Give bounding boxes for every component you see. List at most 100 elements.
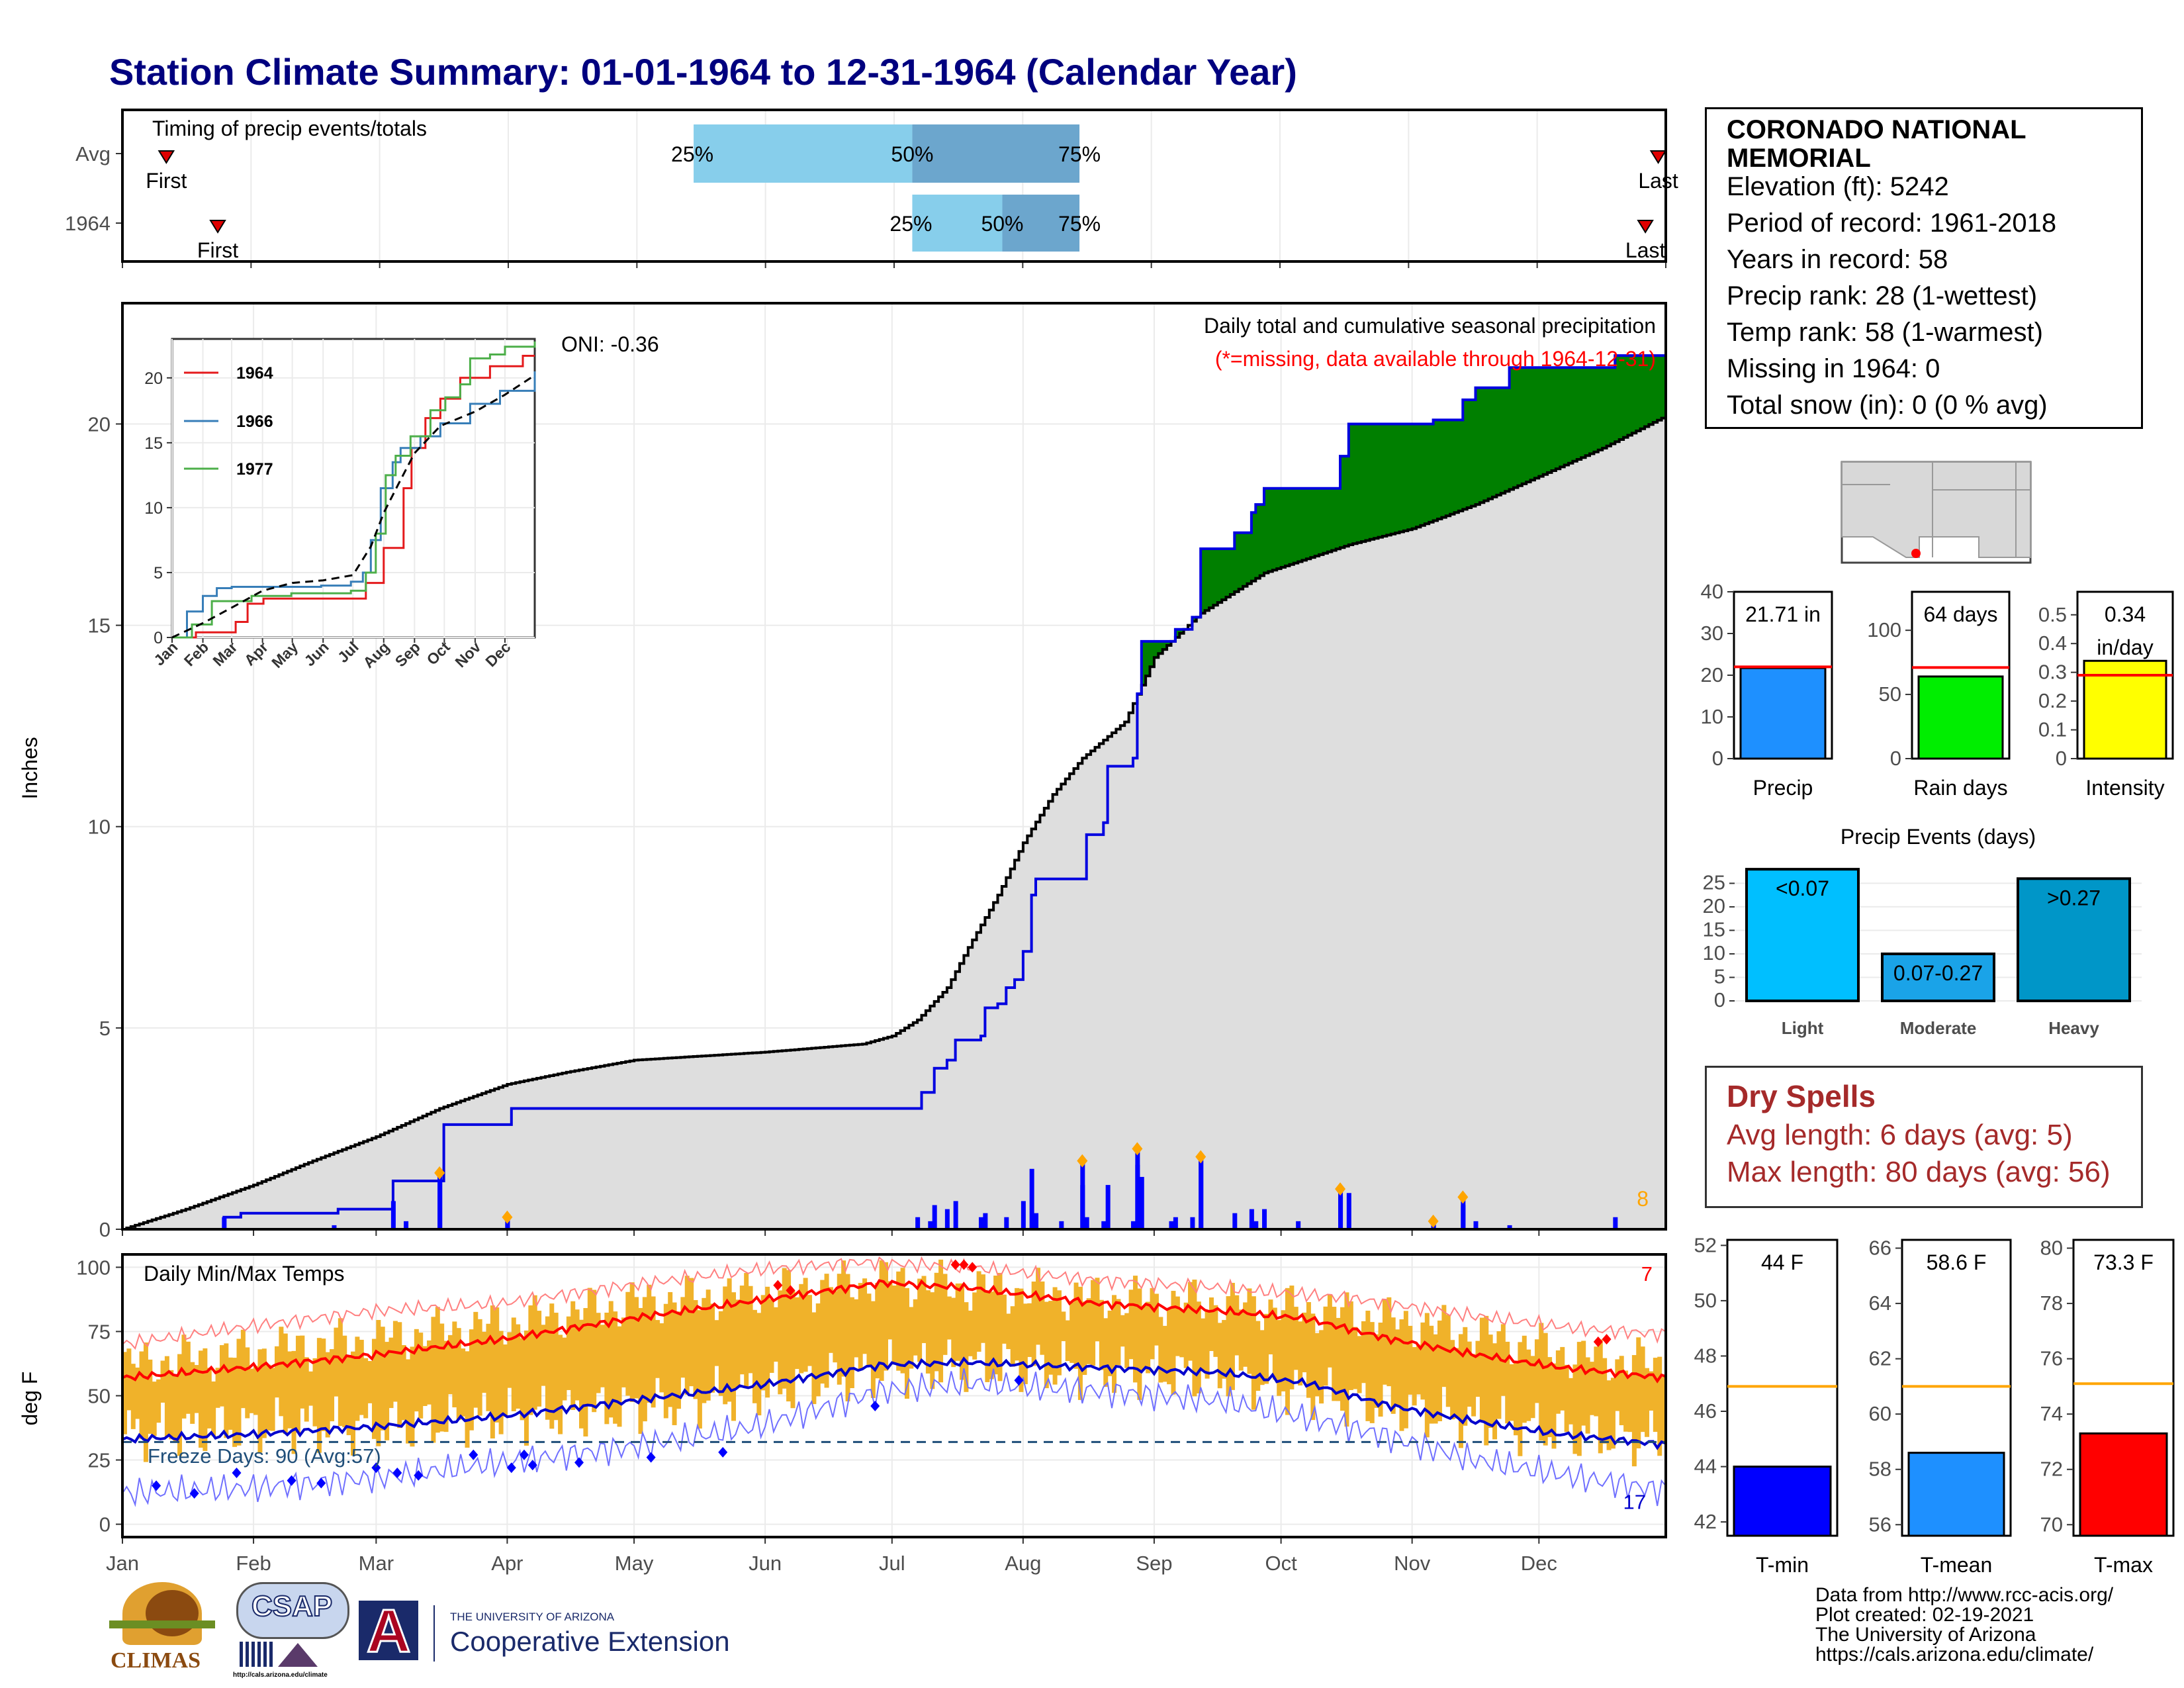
temp-daily-bar (955, 1283, 960, 1361)
temp-daily-bar (1310, 1313, 1316, 1421)
temp-daily-bar (1154, 1293, 1159, 1346)
temp-daily-bar (1344, 1292, 1349, 1427)
temp-daily-bar (1099, 1299, 1104, 1370)
timing-p50-label: 50% (981, 212, 1023, 236)
timing-p75-label: 75% (1058, 142, 1101, 166)
temp-daily-bar (583, 1308, 588, 1437)
temp-daily-bar (406, 1359, 411, 1444)
temp-daily-bar (1201, 1318, 1206, 1372)
temp-daily-bar (1441, 1305, 1447, 1387)
csap-url: http://cals.arizona.edu/climate (233, 1671, 328, 1679)
daily-precip-bar (1507, 1225, 1512, 1229)
temp-daily-bar (316, 1338, 322, 1453)
daily-max-count: 8 (1637, 1187, 1649, 1211)
temp-daily-bar (1399, 1319, 1404, 1431)
temp-daily-bar (435, 1307, 440, 1433)
timing-row-label: Avg (75, 142, 111, 165)
summary-ytick-label: 100 (1867, 618, 1901, 641)
temp-daily-bar (1095, 1278, 1100, 1342)
temp-daily-bar (1534, 1339, 1539, 1403)
summary-ytick-label: 58 (1869, 1458, 1891, 1481)
daily-precip-bar (1613, 1217, 1618, 1229)
temp-daily-bar (574, 1309, 580, 1401)
temp-daily-bar (516, 1324, 521, 1409)
temp-daily-bar (799, 1284, 804, 1374)
station-info-box: CORONADO NATIONAL MEMORIAL Elevation (ft… (1705, 107, 2143, 429)
temp-daily-bar (887, 1281, 893, 1340)
temp-daily-bar (1496, 1331, 1502, 1419)
temp-daily-bar (964, 1302, 969, 1392)
temp-daily-bar (537, 1311, 542, 1407)
summary-ytick-label: 74 (2040, 1402, 2063, 1425)
temp-daily-bar (790, 1290, 796, 1409)
temp-title: Daily Min/Max Temps (144, 1262, 344, 1286)
summary-value-label: 0.34 (2105, 602, 2146, 626)
summary-ytick-label: 52 (1694, 1233, 1717, 1256)
temp-daily-bar (714, 1320, 719, 1366)
daily-precip-bar (222, 1217, 227, 1229)
daily-precip-bar (1101, 1221, 1107, 1229)
ua-logo: A (359, 1597, 425, 1666)
temp-daily-bar (1530, 1356, 1535, 1419)
summary-value-label: 73.3 F (2093, 1250, 2154, 1274)
timing-row-label: 1964 (65, 212, 111, 235)
temp-daily-bar (968, 1310, 973, 1356)
summary-value-unit: in/day (2097, 635, 2153, 659)
temp-daily-bar (482, 1331, 487, 1393)
temp-daily-bar (1052, 1287, 1058, 1385)
temp-daily-bar (1073, 1282, 1079, 1369)
temp-daily-bar (367, 1360, 373, 1403)
temp-daily-bar (1065, 1320, 1070, 1362)
temp-daily-bar (938, 1259, 944, 1383)
temp-daily-bar (139, 1351, 144, 1439)
surplus-area (122, 355, 1666, 1229)
temp-daily-bar (300, 1335, 305, 1409)
temp-daily-bar (849, 1297, 854, 1389)
temp-daily-bar (1217, 1323, 1222, 1389)
daily-precip-bar (915, 1217, 921, 1229)
temp-daily-bar (1205, 1310, 1210, 1379)
station-name-line1: CORONADO NATIONAL (1727, 115, 2026, 144)
temp-ytick-label: 25 (88, 1449, 111, 1472)
temp-daily-bar (498, 1331, 504, 1434)
daily-temps-panel: Jan Feb Mar Apr May Jun Jul Aug Sep Oct Nov Dec 0 25 5… (18, 1253, 1667, 1575)
temp-daily-bar (1056, 1290, 1062, 1376)
temp-daily-bar (1576, 1342, 1582, 1456)
summary-ytick-label: 0.5 (2038, 603, 2067, 626)
temp-daily-bar (206, 1368, 212, 1429)
temp-daily-bar (1357, 1336, 1362, 1393)
record-cold-marker (646, 1452, 656, 1463)
temp-daily-bar (1124, 1313, 1130, 1368)
summary-ytick-label: 10 (1701, 705, 1723, 728)
temp-daily-bar (946, 1296, 952, 1340)
temp-daily-bar (1479, 1317, 1484, 1422)
station-temp-rank: Temp rank: 58 (1-warmest) (1727, 318, 2043, 347)
record-hot-marker (773, 1280, 783, 1291)
temp-daily-bar (545, 1316, 550, 1420)
temp-daily-bar (870, 1301, 876, 1398)
station-precip-rank: Precip rank: 28 (1-wettest) (1727, 281, 2038, 310)
temp-daily-bar (1454, 1348, 1459, 1419)
summary-ytick-label: 0.3 (2038, 661, 2067, 684)
temp-daily-bar (1298, 1321, 1303, 1385)
temp-daily-bar (1420, 1322, 1426, 1400)
temp-daily-bar (1518, 1342, 1523, 1456)
temp-daily-bar (1619, 1356, 1624, 1426)
temp-daily-bar (1653, 1358, 1658, 1432)
events-bar (1745, 868, 1860, 1002)
temp-daily-bar (376, 1320, 381, 1446)
temp-daily-bar (1348, 1301, 1353, 1390)
temp-daily-bar (676, 1311, 681, 1409)
inset-legend-label: 1964 (236, 364, 273, 383)
daily-precip-bar (978, 1217, 983, 1229)
temp-daily-bar (930, 1292, 935, 1389)
temp-daily-bar (1048, 1301, 1054, 1375)
daily-precip-bar (1034, 1213, 1039, 1229)
inset-ytick-label: 10 (144, 499, 163, 518)
temp-daily-bar (604, 1312, 610, 1425)
summary-ytick-label: 66 (1869, 1237, 1891, 1260)
temp-daily-bar (668, 1291, 673, 1407)
daily-precip-bar-max (1199, 1156, 1204, 1229)
summary-ytick-label: 0.4 (2038, 632, 2067, 655)
